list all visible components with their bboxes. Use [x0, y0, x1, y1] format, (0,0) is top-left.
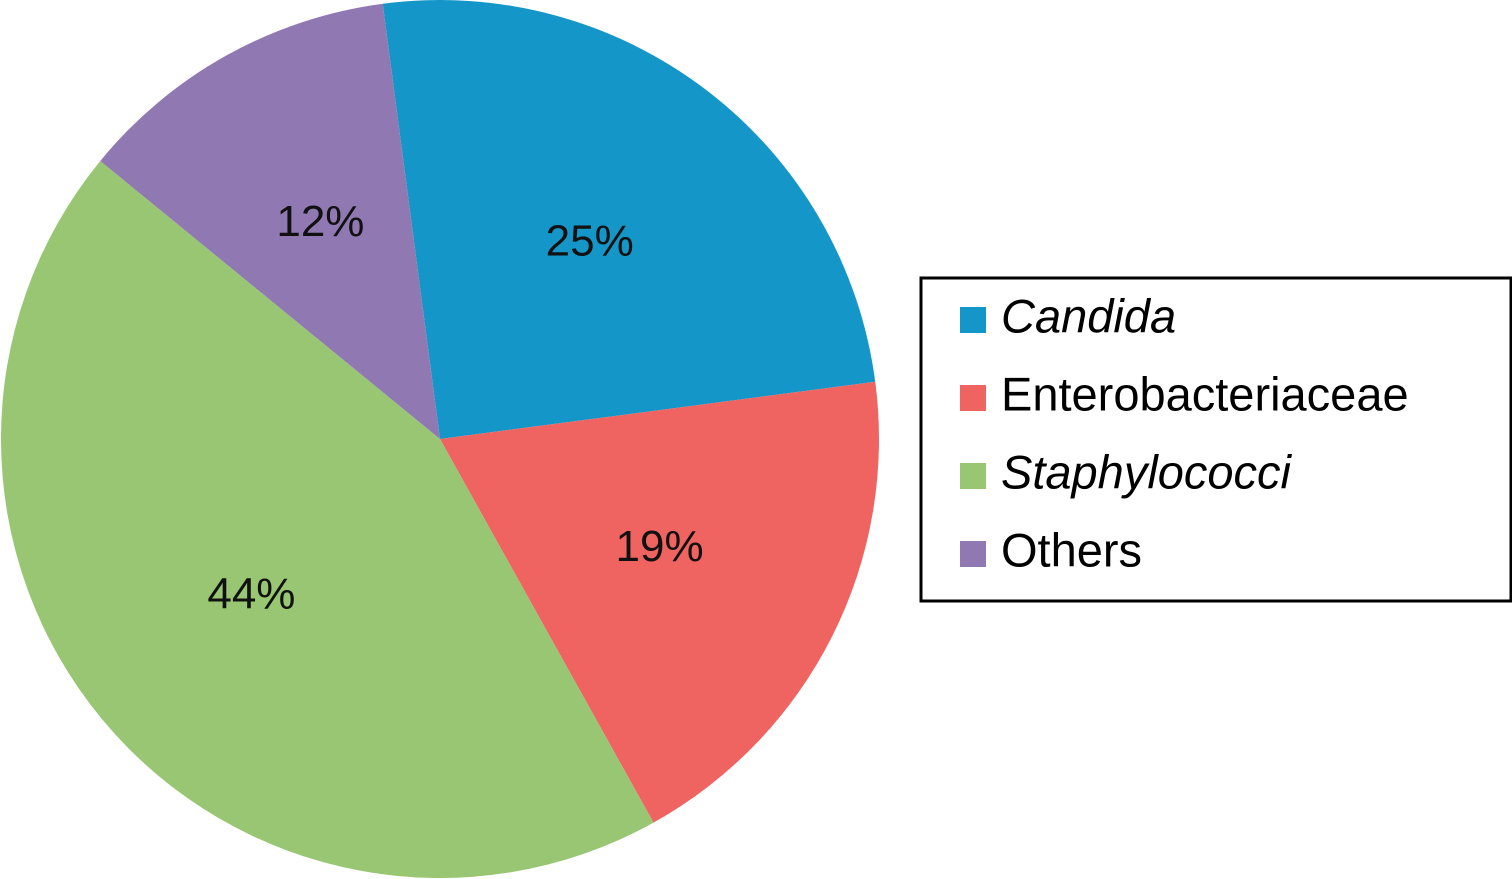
- legend: Candida Enterobacteriaceae Staphylococci Ot…: [919, 276, 1512, 603]
- legend-label-others: Others: [1001, 523, 1142, 576]
- legend-label-staphylococci: Staphylococci: [1001, 445, 1293, 498]
- legend-label-candida: Candida: [1001, 289, 1176, 342]
- pie-slice-enterobacteriaceae: [440, 381, 879, 823]
- pie-slices: [0, 0, 879, 879]
- legend-items: Candida Enterobacteriaceae Staphylococci Ot…: [960, 289, 1409, 576]
- slice-label-candida: 25%: [546, 217, 634, 266]
- pie-slice-others: [100, 3, 440, 439]
- legend-swatch-staphylococci: [960, 463, 986, 489]
- legend-swatch-others: [960, 541, 986, 567]
- legend-box: [919, 276, 1512, 603]
- legend-swatch-enterobacteriaceae: [960, 385, 986, 411]
- legend-swatch-candida: [960, 307, 986, 333]
- slice-label-others: 12%: [276, 197, 364, 246]
- slice-label-staphylococci: 44%: [207, 569, 295, 618]
- pie-slice-labels: 25% 19% 44% 12%: [207, 197, 703, 619]
- slice-label-enterobacteriaceae: 19%: [616, 522, 704, 571]
- pie-slice-staphylococci: [0, 160, 654, 879]
- legend-label-enterobacteriaceae: Enterobacteriaceae: [1001, 367, 1409, 420]
- pie-slice-candida: [382, 0, 876, 440]
